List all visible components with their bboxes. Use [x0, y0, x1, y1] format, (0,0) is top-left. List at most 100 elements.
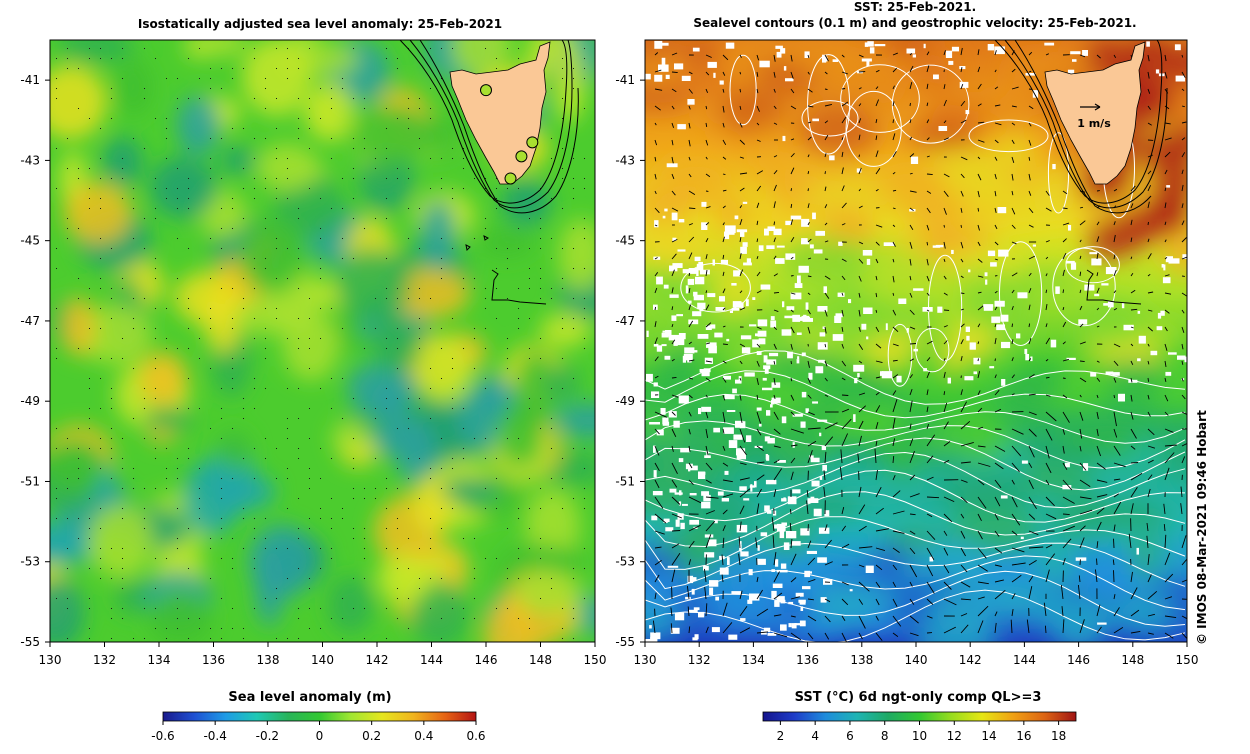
velocity-arrow	[978, 208, 979, 212]
station-marker	[505, 173, 516, 184]
velocity-arrow	[825, 171, 826, 174]
velocity-arrow	[1148, 378, 1149, 382]
y-tick-label: -45	[20, 234, 40, 248]
colorbar-tick-label: 0.6	[466, 729, 485, 743]
velocity-arrow	[961, 293, 964, 294]
y-tick-label: -53	[615, 555, 635, 569]
x-tick-label: 140	[905, 653, 928, 667]
y-tick-label: -49	[20, 394, 40, 408]
credit-text: © IMOS 08-Mar-2021 09:46 Hobart	[1195, 410, 1209, 645]
y-tick-label: -55	[20, 635, 40, 649]
x-tick-label: 142	[959, 653, 982, 667]
x-tick-label: 136	[796, 653, 819, 667]
velocity-arrow	[1063, 514, 1070, 515]
ssla-map-area	[17, 13, 630, 674]
velocity-arrow	[1114, 570, 1115, 582]
velocity-arrow	[808, 188, 809, 191]
velocity-arrow	[927, 174, 933, 175]
x-tick-label: 140	[311, 653, 334, 667]
y-tick-label: -41	[20, 73, 40, 87]
velocity-arrow	[961, 225, 962, 228]
x-tick-label: 130	[39, 653, 62, 667]
colorbar-tick-label: 8	[881, 729, 889, 743]
colorbar-tick-label: 14	[981, 729, 996, 743]
velocity-arrow	[842, 89, 845, 90]
velocity-arrow	[689, 208, 695, 209]
x-tick-label: 138	[257, 653, 280, 667]
right-panel: SST: 25-Feb-2021. Sealevel contours (0.1…	[603, 0, 1220, 743]
velocity-arrow	[978, 358, 979, 361]
y-tick-label: -47	[20, 314, 40, 328]
velocity-arrow	[927, 242, 928, 245]
y-tick-label: -49	[615, 394, 635, 408]
ssla-colorbar-title: Sea level anomaly (m)	[228, 690, 391, 705]
x-tick-label: 132	[93, 653, 116, 667]
velocity-arrow	[1114, 395, 1115, 398]
colorbar-tick-label: 10	[912, 729, 927, 743]
x-tick-label: 146	[475, 653, 498, 667]
y-tick-label: -43	[615, 153, 635, 167]
x-tick-label: 134	[148, 653, 171, 667]
colorbar-tick-label: 4	[811, 729, 819, 743]
colorbar-tick-label: 2	[777, 729, 785, 743]
right-panel-title-line2: Sealevel contours (0.1 m) and geostrophi…	[693, 16, 1136, 30]
x-tick-label: 134	[742, 653, 765, 667]
velocity-arrow	[1080, 361, 1085, 362]
velocity-arrow	[859, 155, 860, 157]
velocity-arrow	[944, 225, 945, 228]
colorbar-tick-label: -0.4	[203, 729, 226, 743]
velocity-arrow	[1131, 463, 1138, 464]
velocity-arrow	[1063, 289, 1064, 293]
velocity-arrow	[723, 174, 725, 175]
velocity-arrow	[672, 531, 680, 532]
velocity-arrow	[893, 119, 894, 123]
colorbar-tick-label: 16	[1016, 729, 1031, 743]
x-tick-label: 148	[1121, 653, 1144, 667]
colorbar-tick-label: 6	[846, 729, 854, 743]
colorbar-tick-label: 0.2	[362, 729, 381, 743]
x-tick-label: 132	[688, 653, 711, 667]
right-panel-title-line1: SST: 25-Feb-2021.	[854, 0, 976, 14]
x-tick-label: 144	[1013, 653, 1036, 667]
velocity-arrow	[655, 307, 656, 310]
velocity-arrow	[995, 359, 996, 362]
velocity-arrow	[1063, 378, 1066, 379]
velocity-arrow	[774, 222, 775, 226]
y-tick-label: -41	[615, 73, 635, 87]
velocity-arrow	[910, 103, 911, 106]
velocity-arrow	[791, 188, 792, 191]
left-panel-title: Isostatically adjusted sea level anomaly…	[138, 17, 502, 31]
y-tick-label: -51	[615, 474, 635, 488]
velocity-arrow	[1148, 222, 1149, 225]
left-panel: Isostatically adjusted sea level anomaly…	[17, 13, 630, 743]
sst-colorbar	[763, 712, 1076, 721]
sst-colorbar-ticks: 2 4 6 8 10 12 14 16 18	[777, 721, 1067, 743]
x-tick-label: 150	[584, 653, 607, 667]
colorbar-tick-label: 18	[1051, 729, 1066, 743]
velocity-arrow	[842, 395, 848, 396]
x-tick-label: 144	[420, 653, 443, 667]
x-tick-label: 150	[1176, 653, 1199, 667]
colorbar-tick-label: 0.4	[414, 729, 433, 743]
y-tick-label: -55	[615, 635, 635, 649]
colorbar-tick-label: -0.2	[256, 729, 279, 743]
sst-map-area: 1 m/s	[603, 20, 1220, 664]
velocity-arrow	[825, 89, 828, 90]
velocity-arrow	[672, 72, 678, 73]
x-tick-label: 142	[366, 653, 389, 667]
colorbar-tick-label: -0.6	[151, 729, 174, 743]
velocity-arrow	[791, 361, 792, 364]
x-tick-label: 146	[1067, 653, 1090, 667]
x-tick-label: 138	[850, 653, 873, 667]
station-marker	[516, 151, 527, 162]
ssla-colorbar	[163, 712, 476, 721]
ssla-colorbar-ticks: -0.6 -0.4 -0.2 0 0.2 0.4 0.6	[151, 721, 485, 743]
velocity-arrow	[1097, 559, 1098, 566]
colorbar-tick-label: 0	[316, 729, 324, 743]
velocity-arrow	[1012, 324, 1013, 327]
colorbar-tick-label: 12	[947, 729, 962, 743]
velocity-arrow	[910, 344, 916, 345]
sst-colorbar-title: SST (°C) 6d ngt-only comp QL>=3	[795, 690, 1042, 705]
x-tick-label: 148	[529, 653, 552, 667]
